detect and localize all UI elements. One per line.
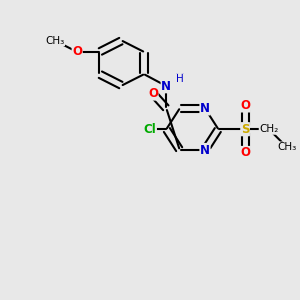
Text: CH₂: CH₂: [259, 124, 278, 134]
Text: CH₃: CH₃: [277, 142, 296, 152]
Text: N: N: [161, 80, 171, 93]
Text: O: O: [240, 99, 250, 112]
Text: N: N: [200, 143, 210, 157]
Text: H: H: [176, 74, 184, 84]
Text: N: N: [161, 80, 171, 93]
Text: S: S: [241, 123, 249, 136]
Text: N: N: [200, 102, 210, 115]
Text: O: O: [240, 146, 250, 160]
Text: H: H: [175, 72, 185, 85]
Text: O: O: [148, 87, 158, 100]
Text: CH₃: CH₃: [45, 36, 64, 46]
Text: Cl: Cl: [144, 123, 156, 136]
Text: O: O: [72, 45, 82, 58]
